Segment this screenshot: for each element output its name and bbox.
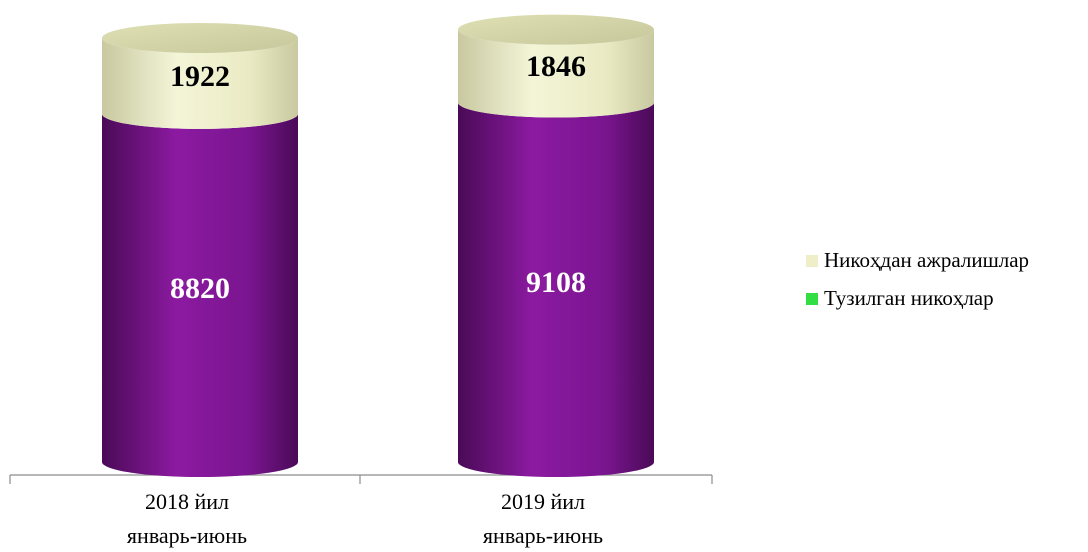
cylinder-2: 9108 1846	[458, 14, 654, 477]
cylinder-top-cap	[102, 23, 298, 53]
legend-item: Никоҳдан ажралишлар	[806, 248, 1029, 272]
cylinder-1: 8820 1922	[102, 23, 298, 478]
bars: 8820 1922 9108 1846	[102, 14, 654, 478]
bar-segment-marriages	[102, 113, 298, 478]
bar-segment-divorces	[102, 38, 298, 129]
x-tick-label: январь-июнь	[127, 523, 247, 548]
data-label: 9108	[526, 266, 586, 299]
legend-item: Тузилган никоҳлар	[806, 286, 994, 310]
category-labels: 2018 йил январь-июнь 2019 йил январь-июнь	[127, 489, 603, 548]
x-tick-label: 2018 йил	[145, 489, 229, 514]
legend-swatch	[806, 293, 818, 305]
bar-segment-marriages	[458, 102, 654, 477]
legend: Никоҳдан ажралишлар Тузилган никоҳлар	[806, 248, 1029, 310]
x-tick-label: 2019 йил	[501, 489, 585, 514]
data-label: 1922	[170, 60, 230, 93]
bar-segment-divorces	[458, 29, 654, 118]
x-axis	[9, 474, 713, 484]
data-label: 8820	[170, 272, 230, 305]
x-tick-label: январь-июнь	[483, 523, 603, 548]
legend-label: Никоҳдан ажралишлар	[824, 248, 1029, 272]
legend-swatch	[806, 255, 818, 267]
cylinder-top-cap	[458, 14, 654, 45]
data-label: 1846	[526, 50, 586, 83]
legend-label: Тузилган никоҳлар	[824, 286, 994, 310]
